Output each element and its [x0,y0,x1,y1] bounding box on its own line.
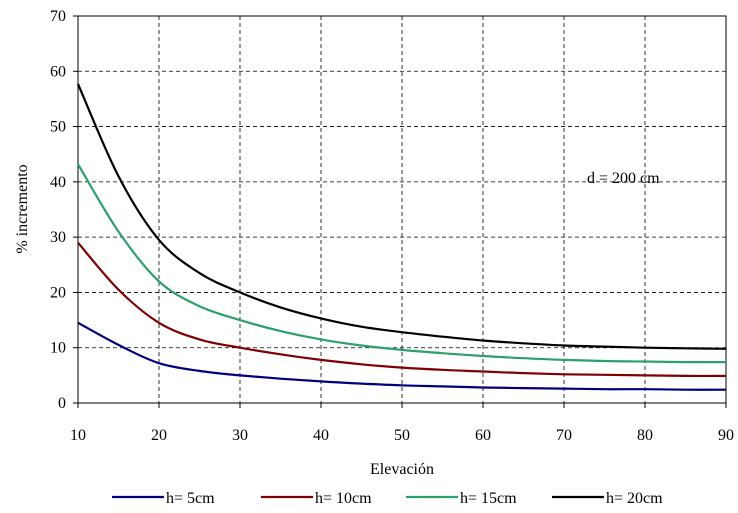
y-axis-title: % incremento [14,164,31,253]
y-tick-label: 30 [50,229,66,246]
x-tick-label: 70 [556,427,572,444]
x-tick-label: 90 [718,427,734,444]
y-axis-ticks: 0 10 20 30 40 50 60 70 [50,8,78,412]
legend-label: h= 5cm [166,490,215,507]
distance-annotation: d = 200 cm [587,170,660,187]
legend-label: h= 20cm [606,490,663,507]
legend: h= 5cm h= 10cm h= 15cm h= 20cm [112,490,663,507]
y-tick-label: 10 [50,340,66,357]
x-tick-label: 80 [637,427,653,444]
series-line-1 [77,321,727,391]
x-tick-label: 40 [313,427,329,444]
x-tick-label: 20 [151,427,167,444]
y-tick-label: 60 [50,63,66,80]
y-tick-label: 70 [50,8,66,25]
y-tick-label: 40 [50,174,66,191]
x-tick-label: 60 [475,427,491,444]
x-tick-label: 50 [394,427,410,444]
x-tick-label: 10 [70,427,86,444]
series-line-3 [77,163,727,364]
legend-label: h= 10cm [315,490,372,507]
x-axis-title: Elevación [370,461,434,478]
gridlines [78,16,726,403]
y-tick-label: 0 [58,395,66,412]
series-lines [76,83,727,391]
y-tick-label: 50 [50,119,66,136]
series-line-2 [77,241,727,378]
series-line-4 [76,83,727,350]
x-tick-label: 30 [232,427,248,444]
y-tick-label: 20 [50,284,66,301]
x-axis-ticks: 10 20 30 40 50 60 70 80 90 [70,403,734,444]
legend-label: h= 15cm [460,490,517,507]
